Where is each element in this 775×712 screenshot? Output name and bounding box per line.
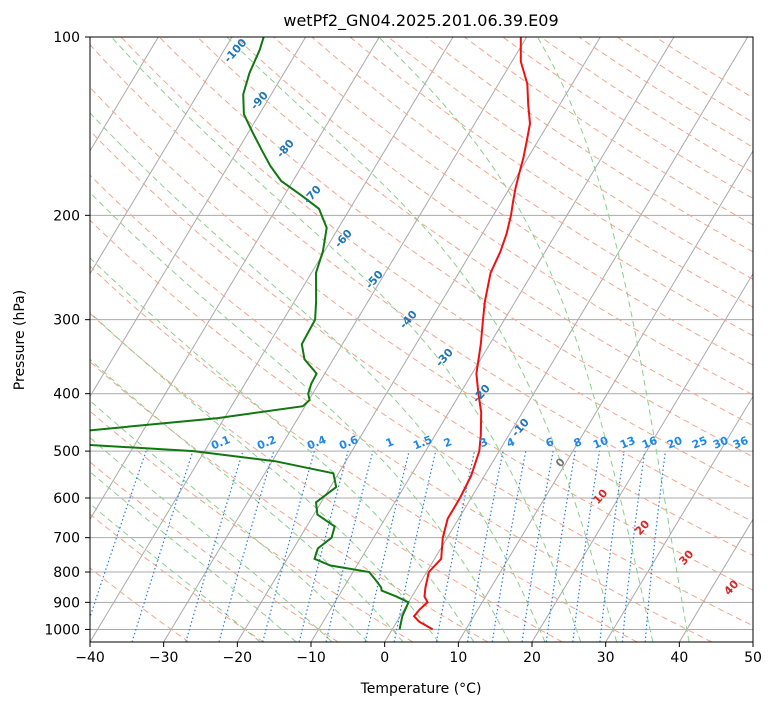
mixing-ratio-label: 13 [618,434,637,452]
isotherm-line [385,37,748,642]
isotherm-line [16,37,379,642]
dry-adiabat-line [0,37,264,642]
dry-adiabat-label: -80 [274,137,297,161]
dry-adiabat-line [0,37,712,642]
mixing-ratio-label: 0.2 [255,433,278,452]
isotherm-line [164,37,527,642]
mixing-ratio-label: 2 [442,435,454,450]
moist-adiabat-label: 0 [553,455,568,470]
y-tick-label: 700 [53,531,80,547]
x-tick-label: 20 [523,650,541,666]
isotherm-line [90,37,453,642]
moist-adiabat-line [538,37,690,642]
dry-adiabat-line [0,37,562,642]
dry-adiabat-label: -90 [248,89,271,113]
dry-adiabat-line [0,37,338,642]
dry-adiabat-line [0,37,775,642]
mixing-ratio-label: 20 [665,434,684,452]
x-tick-label: −30 [149,650,179,666]
x-tick-label: −10 [296,650,326,666]
x-axis-label: Temperature (°C) [360,681,482,697]
moist-adiabat-line [0,37,368,642]
mixing-ratio-line [186,451,243,642]
mixing-ratio-line [573,451,600,642]
x-tick-label: 0 [380,650,389,666]
mixing-ratio-label: 25 [690,434,709,452]
y-tick-label: 1000 [44,622,80,638]
moist-adiabat-label: 40 [721,577,741,597]
isotherm-line [753,37,775,642]
moist-adiabat-line [379,37,653,642]
x-tick-label: −20 [223,650,253,666]
moist-adiabat-line [24,37,545,642]
mixing-ratio-label: 10 [591,434,610,452]
moist-adiabat-line [0,37,474,642]
dry-adiabat-line [0,37,488,642]
mixing-ratio-label: 36 [731,434,750,452]
x-tick-label: −40 [75,650,105,666]
dry-adiabat-label: -50 [363,268,386,292]
dry-adiabat-line [350,37,775,642]
mixing-ratio-label: 0.1 [209,433,232,452]
x-tick-label: 10 [449,650,467,666]
isotherm-line [0,37,306,642]
y-tick-label: 400 [53,387,80,403]
dry-adiabat-label: -10 [509,416,532,440]
moist-adiabat-label: 10 [590,486,610,506]
dry-adiabat-line [45,37,775,642]
dry-adiabat-line [388,37,775,642]
x-tick-label: 50 [744,650,762,666]
dry-adiabat-label: -40 [397,308,420,332]
moist-adiabat-line [0,37,332,642]
mixing-ratio-label: 8 [572,435,584,450]
y-tick-label: 800 [53,565,80,581]
y-tick-label: 100 [53,30,80,46]
dry-adiabat-line [617,37,775,642]
y-tick-label: 600 [53,491,80,507]
dry-adiabat-line [0,37,413,642]
chart-title: wetPf2_GN04.2025.201.06.39.E09 [283,11,558,31]
mixing-ratio-label: 16 [640,434,659,452]
moist-adiabat-line [0,37,403,642]
mixing-ratio-label: 1 [384,435,396,450]
dry-adiabat-label: -60 [332,227,355,251]
dry-adiabat-label: -20 [470,382,493,406]
mixing-ratio-line [522,451,553,642]
y-tick-label: 500 [53,444,80,460]
dry-adiabat-line [426,37,775,642]
mixing-ratio-line [263,451,315,642]
moist-adiabat-line [0,37,260,642]
y-tick-label: 200 [53,208,80,224]
y-axis-label: Pressure (hPa) [12,290,28,390]
dry-adiabat-line [274,37,775,642]
y-tick-label: 900 [53,595,80,611]
isotherm-line [311,37,674,642]
x-tick-label: 30 [597,650,615,666]
isotherm-line [458,37,775,642]
x-tick-label: 40 [670,650,688,666]
temperature-profile-line [414,37,530,629]
mixing-ratio-label: 6 [544,435,556,450]
moist-adiabat-label: 30 [676,547,696,567]
isotherm-line [0,37,232,642]
moist-adiabat-line [0,37,439,642]
mixing-ratio-line [622,451,644,642]
dry-adiabat-label: -70 [301,183,324,207]
moist-adiabat-label: 20 [632,517,652,537]
mixing-ratio-label: 0.4 [305,433,328,452]
moist-adiabat-line [112,37,581,642]
moist-adiabat-line [227,37,617,642]
y-tick-label: 300 [53,313,80,329]
dewpoint-profile-line [62,37,409,629]
mixing-ratio-line [600,451,624,642]
mixing-ratio-label: 1.5 [411,433,434,452]
isotherm-line [0,37,11,642]
dry-adiabat-line [0,37,189,642]
moist-adiabat-line [0,37,509,642]
dry-adiabat-label: -100 [221,36,249,65]
dry-adiabat-label: -30 [433,346,456,370]
